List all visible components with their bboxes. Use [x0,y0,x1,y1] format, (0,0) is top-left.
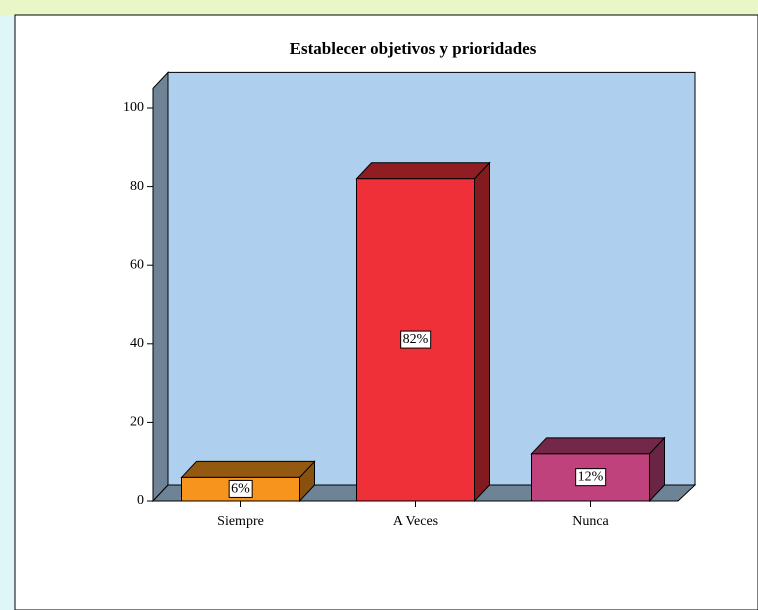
bar-side [474,161,490,503]
value-label: 82% [403,332,429,347]
y-tick-label: 40 [130,336,144,351]
x-tick-label: Nunca [572,514,609,529]
y-tick-label: 80 [130,179,144,194]
left-wall [152,71,169,503]
y-tick-label: 60 [130,257,144,272]
value-label-box [228,479,253,498]
y-tick-label: 20 [130,415,144,430]
y-tick-label: 0 [137,493,144,508]
value-label: 6% [231,481,250,496]
bar [531,453,650,502]
bar-top [530,437,666,455]
bar-top [355,162,491,180]
x-tick-label: A Veces [393,514,438,529]
value-label-box [400,330,432,349]
y-tick-label: 100 [123,100,144,115]
x-tick-label: Siempre [217,514,264,529]
top-strip [0,0,758,15]
value-label: 12% [578,470,604,485]
chart-title: Establecer objetivos y prioridades [290,39,537,58]
bar-top [180,460,316,478]
value-label-box [575,468,607,487]
